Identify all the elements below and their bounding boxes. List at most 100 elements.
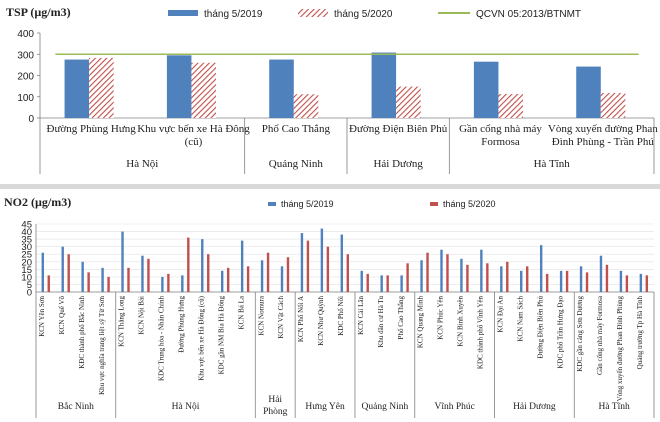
tsp-category-label: Đường Phùng Hưng <box>47 123 137 135</box>
no2-bar-2019 <box>480 249 483 292</box>
no2-category-label: KDC Phố Nối <box>337 296 345 336</box>
no2-category-label: KCN Vật Cách <box>277 296 285 339</box>
tsp-bar-2020 <box>191 62 217 118</box>
no2-category-label: Đường Điện Biên Phủ <box>536 296 544 359</box>
tsp-group-label: Hà Nội <box>126 158 158 170</box>
no2-bar-2020 <box>466 264 469 292</box>
tsp-legend-limit: QCVN 05:2013/BTNMT <box>476 9 581 20</box>
no2-bar-2020 <box>147 258 150 292</box>
no2-y-tick-label: 25 <box>21 250 32 261</box>
tsp-bar-2020 <box>498 93 524 118</box>
no2-category-label: Gần cổng nhà máy Formosa <box>596 295 604 375</box>
tsp-group-label: Hải Dương <box>373 158 423 170</box>
no2-legend-swatch-2020 <box>430 202 438 206</box>
no2-bar-2019 <box>161 276 164 292</box>
no2-group-label: Quảng Ninh <box>362 402 409 412</box>
tsp-legend-2019: tháng 5/2019 <box>204 9 263 20</box>
no2-category-label: KCN Nam Sách <box>516 296 524 342</box>
tsp-bar-2019 <box>576 66 601 118</box>
no2-bar-2019 <box>460 258 463 292</box>
no2-category-label: KCN Phúc Yên <box>437 296 445 340</box>
tsp-bar-2019 <box>371 52 397 118</box>
no2-bar-2019 <box>101 267 104 292</box>
no2-bar-2020 <box>506 261 509 292</box>
tsp-group-label: Quảng Ninh <box>269 158 324 170</box>
no2-bar-2020 <box>306 240 310 292</box>
no2-bar-2019 <box>300 233 304 292</box>
tsp-legend-2020: tháng 5/2020 <box>334 9 393 20</box>
no2-bar-2020 <box>187 237 190 292</box>
no2-legend-2020: tháng 5/2020 <box>443 199 496 209</box>
no2-bar-2020 <box>545 273 549 292</box>
tsp-bar-2020 <box>89 57 114 118</box>
no2-category-label: KDC gần cảng Sơn Dương <box>576 296 584 372</box>
tsp-bar-2019 <box>64 59 90 118</box>
no2-bar-2019 <box>61 246 64 292</box>
no2-group-label: Bắc Ninh <box>58 401 94 412</box>
no2-category-label: KCN Thăng Long <box>118 296 126 347</box>
no2-bar-2019 <box>201 239 204 292</box>
no2-category-label: KĐC thành phố Bắc Ninh <box>78 296 86 369</box>
no2-category-label: KCN Bá La <box>237 295 245 329</box>
no2-bar-2020 <box>107 276 110 292</box>
no2-legend-swatch-2019 <box>268 202 276 206</box>
tsp-category-label: (cũ) <box>185 136 203 148</box>
no2-bar-2020 <box>286 257 290 292</box>
no2-bar-2020 <box>406 263 409 292</box>
tsp-category-label: Gần cổng nhà máy <box>459 123 542 135</box>
no2-group-label: Hưng Yên <box>305 402 345 412</box>
no2-y-tick-label: 10 <box>21 272 32 283</box>
tsp-bar-2019 <box>166 55 192 118</box>
tsp-category-label: Formosa <box>481 136 520 148</box>
no2-category-label: KDC Trung hòa - Nhân Chính <box>158 296 166 381</box>
no2-bar-2019 <box>360 270 363 292</box>
no2-y-tick-label: 15 <box>21 265 32 276</box>
no2-bar-2019 <box>520 270 523 292</box>
no2-category-label: KCN Như Quỳnh <box>317 296 325 346</box>
no2-bar-2019 <box>240 240 244 292</box>
no2-y-tick-label: 35 <box>21 235 32 246</box>
tsp-legend-swatch-2019 <box>168 10 198 16</box>
no2-category-label: KCN Yên Sơn <box>38 296 46 337</box>
no2-bar-2020 <box>266 252 270 292</box>
no2-bar-2020 <box>605 264 609 292</box>
no2-category-label: Đường Phùng Hưng <box>178 296 186 353</box>
no2-y-tick-label: 0 <box>27 288 32 299</box>
no2-bar-2019 <box>559 270 563 292</box>
no2-category-label: KCN Quế Võ <box>58 296 66 335</box>
no2-category-label: Vòng xuyến đường Phan Đình Phùng <box>616 296 624 402</box>
no2-bar-2019 <box>639 273 643 292</box>
no2-bar-2020 <box>246 266 250 292</box>
no2-bar-2020 <box>346 254 349 292</box>
no2-bar-2020 <box>67 254 70 292</box>
no2-category-label: KDC phố Trần Hưng Đạo <box>556 296 564 369</box>
no2-legend-2019: tháng 5/2019 <box>281 199 334 209</box>
tsp-chart: TSP (µg/m3) tháng 5/2019 tháng 5/2020 QC… <box>6 5 658 174</box>
tsp-bar-2019 <box>473 61 499 118</box>
no2-category-label: KCN Cái Lân <box>357 296 365 335</box>
no2-bar-2020 <box>625 275 629 292</box>
tsp-category-label: Đình Phùng - Trần Phú <box>552 136 655 148</box>
no2-bar-2019 <box>141 255 144 292</box>
no2-title: NO2 (µg/m3) <box>4 195 71 209</box>
no2-bar-2019 <box>420 260 423 292</box>
no2-bar-2020 <box>366 273 369 292</box>
no2-bar-2019 <box>81 261 84 292</box>
tsp-group-label: Hà Tĩnh <box>534 158 571 170</box>
no2-group-label: Hải <box>268 395 282 405</box>
no2-group-label: Phòng <box>263 407 288 417</box>
no2-bar-2019 <box>181 275 184 292</box>
no2-bar-2020 <box>585 272 589 292</box>
no2-bar-2019 <box>599 255 603 292</box>
no2-bar-2019 <box>400 275 403 292</box>
no2-bar-2020 <box>87 272 90 292</box>
no2-group-label: Hà Tĩnh <box>599 402 630 412</box>
no2-category-label: Quảng trường Tp Hà Tĩnh <box>636 296 644 370</box>
no2-y-tick-label: 45 <box>21 220 32 231</box>
no2-category-label: KCN Quang Minh <box>417 296 425 349</box>
no2-category-label: Khu vực nghĩa trang liệt sỹ Từ Sơn <box>98 296 106 395</box>
no2-category-label: KCN Phố Nối A <box>297 296 305 342</box>
tsp-y-tick-label: 300 <box>17 50 34 61</box>
tsp-y-tick-label: 100 <box>17 93 34 104</box>
